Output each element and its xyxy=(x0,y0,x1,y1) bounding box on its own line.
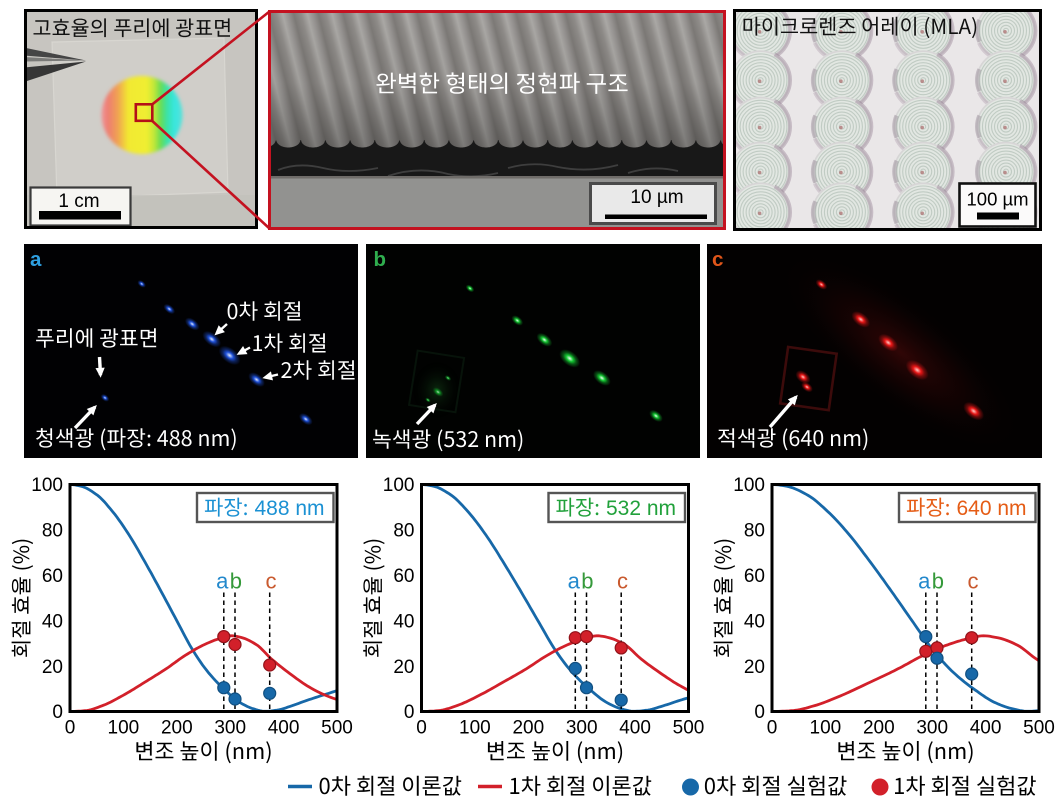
svg-text:40: 40 xyxy=(744,611,765,632)
svg-text:10 µm: 10 µm xyxy=(630,187,683,208)
svg-text:500: 500 xyxy=(321,718,353,739)
svg-text:100: 100 xyxy=(108,718,140,739)
svg-text:0: 0 xyxy=(65,718,76,739)
svg-text:b: b xyxy=(581,569,593,594)
svg-text:100 µm: 100 µm xyxy=(967,189,1029,210)
svg-text:0: 0 xyxy=(416,718,427,739)
svg-text:200: 200 xyxy=(863,718,895,739)
svg-text:0: 0 xyxy=(767,718,778,739)
svg-text:1 cm: 1 cm xyxy=(58,191,99,212)
svg-text:100: 100 xyxy=(810,718,842,739)
svg-text:c: c xyxy=(968,569,979,594)
svg-text:400: 400 xyxy=(619,718,651,739)
svg-text:400: 400 xyxy=(268,718,300,739)
svg-text:300: 300 xyxy=(916,718,948,739)
svg-text:488 nm: 488 nm xyxy=(255,497,325,520)
svg-text:500: 500 xyxy=(1023,718,1055,739)
svg-text:a: a xyxy=(568,569,581,594)
svg-text:c: c xyxy=(617,569,628,594)
svg-text:40: 40 xyxy=(393,611,414,632)
svg-text:60: 60 xyxy=(744,566,765,587)
svg-text:c: c xyxy=(712,248,723,271)
svg-text:532 nm: 532 nm xyxy=(606,497,676,520)
svg-text:b: b xyxy=(230,569,242,594)
svg-text:a: a xyxy=(918,569,931,594)
svg-text:400: 400 xyxy=(970,718,1002,739)
svg-text:c: c xyxy=(266,569,277,594)
svg-text:100: 100 xyxy=(459,718,491,739)
svg-text:500: 500 xyxy=(673,718,705,739)
svg-text:20: 20 xyxy=(393,657,414,678)
svg-text:200: 200 xyxy=(512,718,544,739)
svg-text:60: 60 xyxy=(393,566,414,587)
svg-text:640 nm: 640 nm xyxy=(957,497,1027,520)
svg-text:0: 0 xyxy=(404,702,415,723)
svg-text:20: 20 xyxy=(42,657,63,678)
svg-text:a: a xyxy=(30,248,42,271)
svg-text:200: 200 xyxy=(161,718,193,739)
svg-text:20: 20 xyxy=(744,657,765,678)
svg-text:40: 40 xyxy=(42,611,63,632)
svg-text:80: 80 xyxy=(744,521,765,542)
svg-text:300: 300 xyxy=(566,718,598,739)
svg-text:80: 80 xyxy=(42,521,63,542)
svg-text:100: 100 xyxy=(383,475,415,496)
svg-text:80: 80 xyxy=(393,521,414,542)
svg-text:0: 0 xyxy=(52,702,63,723)
svg-text:a: a xyxy=(216,569,229,594)
svg-text:0: 0 xyxy=(754,702,765,723)
svg-text:100: 100 xyxy=(31,475,63,496)
svg-text:60: 60 xyxy=(42,566,63,587)
svg-text:b: b xyxy=(374,248,387,271)
svg-text:300: 300 xyxy=(214,718,246,739)
svg-text:100: 100 xyxy=(733,475,765,496)
svg-text:b: b xyxy=(932,569,944,594)
